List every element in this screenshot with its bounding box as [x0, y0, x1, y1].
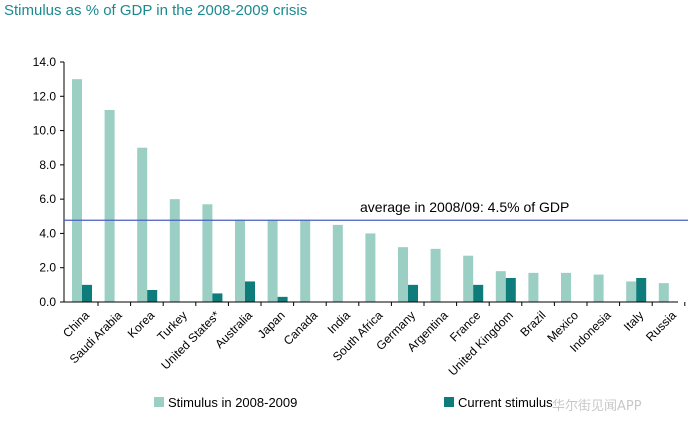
y-tick-label: 12.0 [33, 89, 57, 103]
category-label: Canada [281, 308, 321, 348]
bar-stimulus-2008-2009 [495, 271, 506, 302]
y-tick-label: 8.0 [39, 158, 56, 172]
legend-label-current-stimulus: Current stimulus [458, 395, 553, 410]
category-label: India [325, 308, 354, 337]
y-tick-label: 6.0 [39, 192, 56, 206]
bar-stimulus-2008-2009 [104, 110, 115, 302]
watermark: 华尔街见闻APP [552, 399, 642, 414]
legend: Stimulus in 2008-2009 Current stimulus [154, 395, 553, 410]
bar-current-stimulus [245, 281, 255, 302]
bar-stimulus-2008-2009 [235, 219, 245, 302]
bar-current-stimulus [82, 284, 92, 302]
bar-stimulus-2008-2009 [463, 255, 474, 302]
axes-layer: 0.0 2.0 4.0 6.0 8.0 10.0 12.0 14.0 [33, 55, 688, 309]
category-label: Korea [125, 308, 158, 341]
y-tick-label: 2.0 [39, 261, 56, 275]
bar-current-stimulus [505, 278, 516, 302]
category-label: Russia [643, 308, 679, 344]
legend-swatch-stimulus-2008-2009 [154, 397, 164, 407]
y-tick-label: 4.0 [39, 226, 56, 240]
bar-stimulus-2008-2009 [561, 272, 571, 302]
category-label: Italy [621, 308, 646, 333]
bar-current-stimulus [212, 293, 223, 302]
bar-stimulus-2008-2009 [267, 219, 278, 302]
y-tick-label: 14.0 [33, 55, 57, 69]
legend-label-stimulus-2008-2009: Stimulus in 2008-2009 [168, 395, 297, 410]
bar-stimulus-2008-2009 [365, 233, 376, 302]
bar-stimulus-2008-2009 [528, 272, 539, 302]
bar-stimulus-2008-2009 [658, 283, 669, 302]
bar-current-stimulus [408, 284, 418, 302]
bar-current-stimulus [147, 290, 158, 302]
bar-stimulus-2008-2009 [137, 147, 148, 302]
bar-current-stimulus [473, 284, 484, 302]
bar-stimulus-2008-2009 [300, 219, 311, 302]
y-tick-label: 0.0 [39, 295, 56, 309]
bar-stimulus-2008-2009 [626, 281, 637, 302]
bar-current-stimulus [636, 278, 647, 302]
legend-swatch-current-stimulus [444, 397, 454, 407]
bar-stimulus-2008-2009 [430, 248, 441, 302]
bar-stimulus-2008-2009 [72, 79, 82, 303]
bar-stimulus-2008-2009 [169, 199, 180, 302]
average-annotation: average in 2008/09: 4.5% of GDP [360, 199, 569, 215]
y-tick-label: 10.0 [33, 124, 57, 138]
bar-stimulus-2008-2009 [202, 204, 213, 302]
bar-stimulus-2008-2009 [332, 224, 343, 302]
bars-layer [72, 79, 669, 303]
chart-title: Stimulus as % of GDP in the 2008-2009 cr… [4, 2, 308, 19]
bar-stimulus-2008-2009 [398, 247, 408, 302]
bar-current-stimulus [277, 296, 288, 302]
bar-stimulus-2008-2009 [593, 274, 604, 302]
